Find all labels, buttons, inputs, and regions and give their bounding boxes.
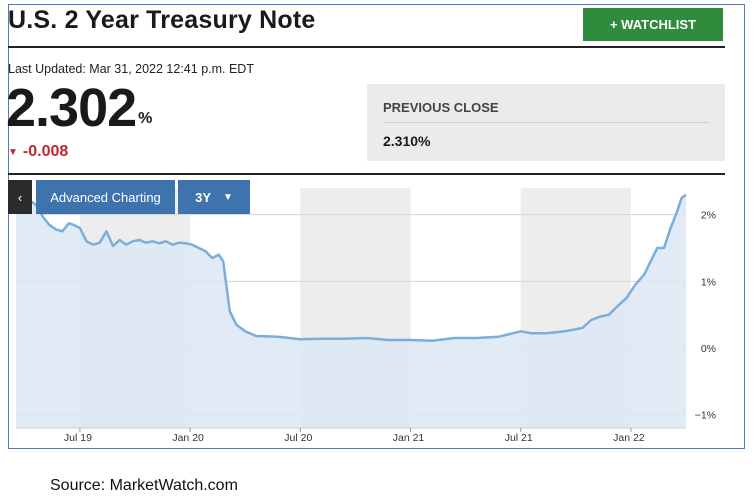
yield-change-value: -0.008 <box>22 143 69 160</box>
yield-area <box>16 194 686 428</box>
x-tick-label: Jul 19 <box>64 432 92 444</box>
time-range-dropdown[interactable]: 3Y ▼ <box>178 180 250 214</box>
source-caption: Source: MarketWatch.com <box>50 477 238 494</box>
y-tick-label: 0% <box>701 343 716 355</box>
x-tick-label: Jul 20 <box>284 432 312 444</box>
chart-back-button[interactable]: ‹ <box>8 180 32 214</box>
previous-close-value: 2.310% <box>383 133 431 149</box>
chart-divider <box>8 173 725 175</box>
current-yield: 2.302 <box>6 78 137 138</box>
y-tick-label: 2% <box>701 210 716 222</box>
y-tick-label: −1% <box>695 410 716 422</box>
x-tick-label: Jan 21 <box>393 432 425 444</box>
previous-close-panel: PREVIOUS CLOSE 2.310% <box>367 84 725 161</box>
time-range-label: 3Y <box>195 189 211 205</box>
last-updated-timestamp: Last Updated: Mar 31, 2022 12:41 p.m. ED… <box>8 62 254 76</box>
page-title: U.S. 2 Year Treasury Note <box>8 6 316 34</box>
chevron-left-icon: ‹ <box>17 189 23 205</box>
yield-line <box>15 193 687 342</box>
x-tick-label: Jan 20 <box>172 432 204 444</box>
advanced-charting-button[interactable]: Advanced Charting <box>36 180 175 214</box>
caret-down-icon: ▼ <box>223 191 233 203</box>
title-divider <box>8 46 725 48</box>
previous-close-label: PREVIOUS CLOSE <box>383 100 499 115</box>
x-tick-label: Jul 21 <box>505 432 533 444</box>
current-yield-unit: % <box>138 110 153 127</box>
previous-close-divider <box>383 122 709 123</box>
triangle-down-icon: ▼ <box>8 146 18 158</box>
add-to-watchlist-button[interactable]: + WATCHLIST <box>583 8 723 41</box>
price-block: 2.302 % <box>6 78 152 138</box>
yield-change: ▼ -0.008 <box>8 143 68 161</box>
x-tick-label: Jan 22 <box>613 432 645 444</box>
y-tick-label: 1% <box>701 276 716 288</box>
